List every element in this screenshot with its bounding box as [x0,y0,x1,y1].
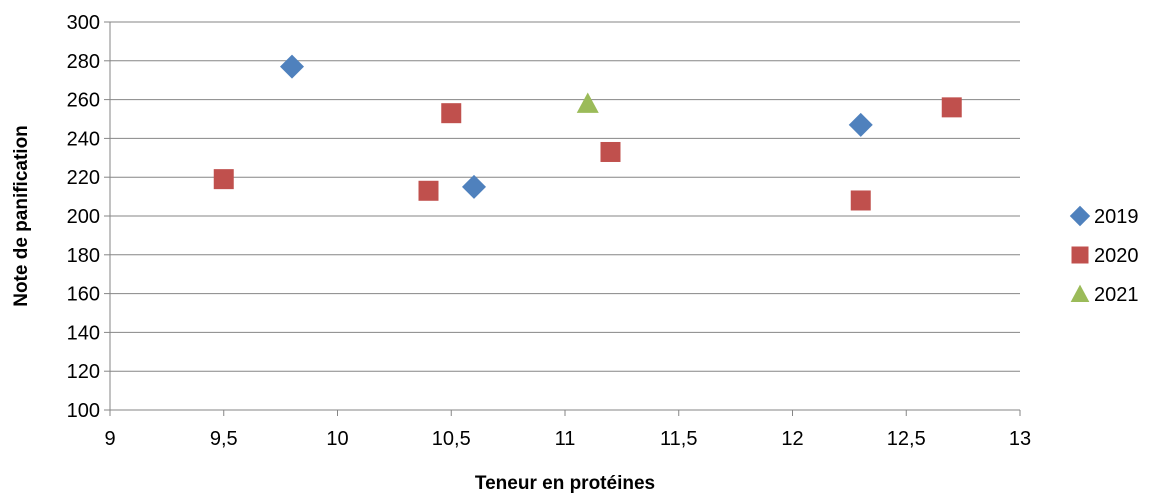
y-tick-label: 160 [67,284,100,306]
x-tick-label: 9,5 [210,428,238,450]
y-tick-label: 100 [67,400,100,422]
legend-marker-2019 [1069,205,1091,227]
legend-label: 2020 [1094,245,1139,267]
y-tick-label: 300 [67,12,100,34]
y-tick-label: 120 [67,361,100,383]
data-point-2019 [462,174,486,199]
axis-titles: Teneur en protéines Note de panification [11,125,655,494]
data-point-2021 [576,92,599,113]
data-point-2020 [600,141,621,162]
tick-labels: 100 120 140 160 180 200 220 240 260 280 300 9 9,5 10 1… [67,12,1032,450]
y-tick-label: 220 [67,167,100,189]
x-tick-label: 12,5 [887,428,926,450]
legend-label: 2019 [1094,206,1139,228]
legend: 2019 2020 2021 [1069,205,1139,306]
x-tick-label: 13 [1009,428,1031,450]
y-tick-label: 200 [67,206,100,228]
data-point-2019 [848,112,873,137]
data-point-2020 [441,103,462,124]
x-tick-label: 10,5 [432,428,471,450]
data-points [213,54,962,211]
y-tick-label: 240 [67,128,100,150]
y-tick-label: 280 [67,51,100,73]
x-tick-label: 11,5 [660,428,697,450]
y-axis-title: Note de panification [11,125,32,307]
legend-marker-2020 [1071,246,1089,264]
x-tick-label: 12 [781,428,803,450]
x-axis-title: Teneur en protéines [475,473,655,494]
data-point-2019 [280,54,304,79]
y-tick-label: 140 [67,322,100,344]
legend-label: 2021 [1094,284,1139,306]
data-point-2020 [418,180,439,201]
data-point-2020 [850,190,871,211]
x-tick-label: 11 [555,428,576,450]
y-tick-label: 180 [67,245,100,267]
data-point-2020 [941,97,962,118]
x-tick-label: 10 [326,428,348,450]
legend-marker-2021 [1070,284,1090,302]
data-point-2020 [213,169,234,190]
x-tick-label: 9 [104,428,115,450]
gridlines [110,21,1020,372]
axes [104,21,1021,416]
y-tick-label: 260 [67,90,100,112]
